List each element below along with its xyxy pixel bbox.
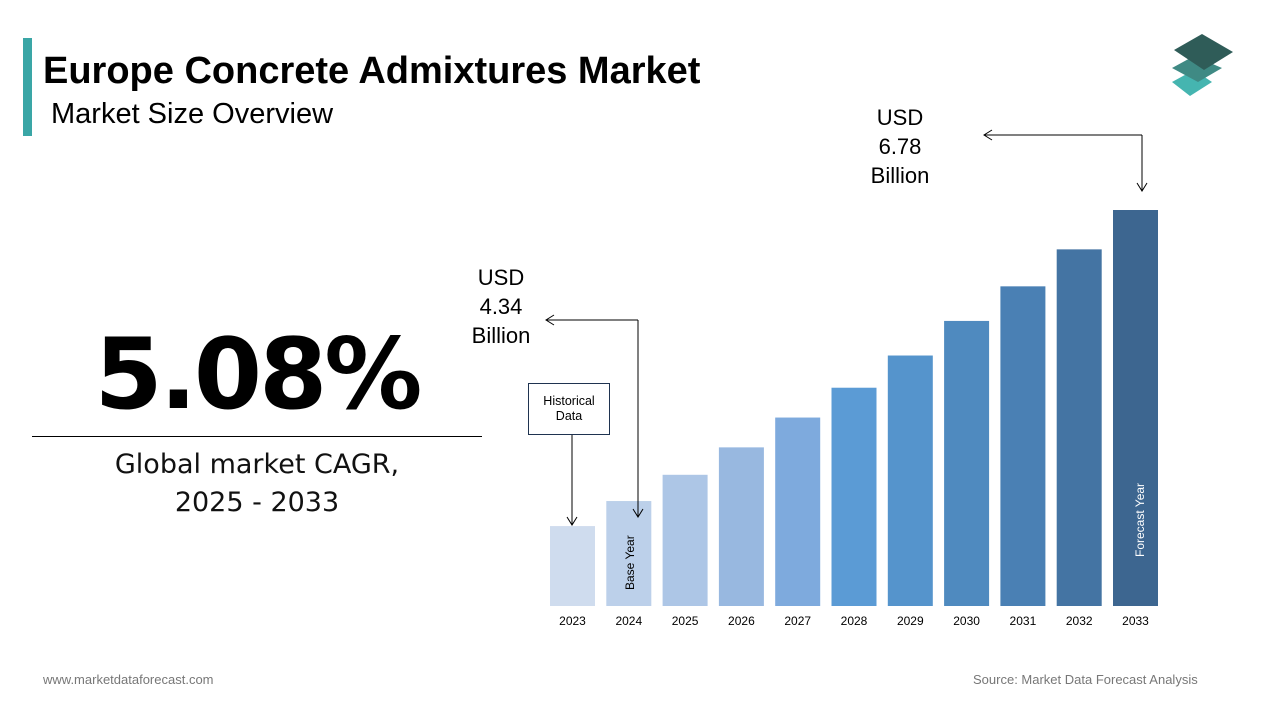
- historical-data-box: Historical Data: [528, 383, 610, 435]
- x-tick-label: 2031: [1010, 614, 1037, 628]
- bar-2030: [944, 320, 990, 606]
- title-accent-bar: [23, 38, 32, 136]
- bar-2033: [1113, 210, 1158, 606]
- x-tick-label: 2029: [897, 614, 924, 628]
- page-title: Europe Concrete Admixtures Market: [43, 50, 701, 92]
- x-tick-label: 2033: [1122, 614, 1149, 628]
- x-tick-label: 2032: [1066, 614, 1093, 628]
- annotation-arrows: [545, 129, 1148, 526]
- website-link[interactable]: www.marketdataforecast.com: [43, 672, 214, 687]
- end-value-callout: USD 6.78 Billion: [870, 105, 930, 188]
- x-tick-label: 2027: [784, 614, 811, 628]
- bar-2025: [662, 474, 708, 606]
- x-tick-label: 2023: [559, 614, 586, 628]
- page-subtitle: Market Size Overview: [51, 98, 334, 130]
- x-tick-label: 2030: [953, 614, 980, 628]
- bar-2026: [718, 447, 764, 606]
- start-value-callout: USD 4.34 Billion: [471, 265, 531, 348]
- stacked-layers-icon: [1172, 34, 1233, 96]
- bar-2029: [887, 355, 933, 606]
- forecast-year-label: Forecast Year: [1133, 483, 1147, 557]
- divider: [32, 436, 482, 437]
- x-tick-label: 2026: [728, 614, 755, 628]
- source-note: Source: Market Data Forecast Analysis: [973, 672, 1198, 687]
- x-tick-label: 2024: [615, 614, 642, 628]
- x-tick-label: 2028: [841, 614, 868, 628]
- bar-2023: [550, 526, 595, 606]
- base-year-label: Base Year: [623, 535, 637, 590]
- cagr-label: Global market CAGR, 2025 - 2033: [114, 449, 400, 518]
- cagr-value: 5.08%: [94, 318, 423, 432]
- bar-2024: [606, 501, 652, 606]
- bar-2028: [831, 387, 877, 606]
- x-tick-label: 2025: [672, 614, 699, 628]
- bar-2027: [775, 417, 821, 606]
- bar-2031: [1000, 286, 1046, 606]
- bar-2032: [1056, 249, 1102, 606]
